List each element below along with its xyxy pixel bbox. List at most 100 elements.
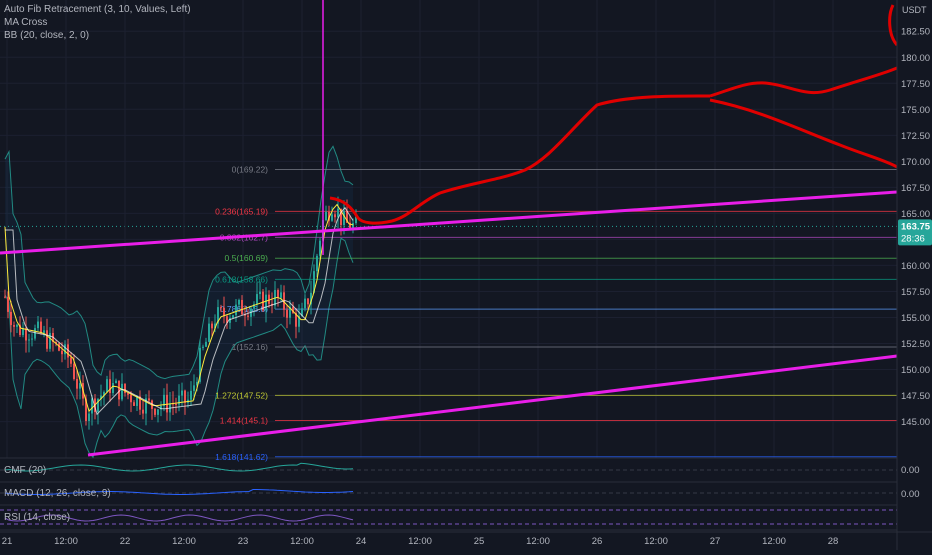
candle-body	[238, 299, 240, 305]
candle-body	[193, 385, 195, 391]
candle-body	[232, 315, 234, 318]
candle-body	[118, 380, 120, 400]
candle-body	[61, 350, 63, 355]
candle-body	[49, 332, 51, 349]
candle-body	[316, 255, 318, 272]
candle-body	[241, 299, 243, 315]
time-tick-label: 12:00	[526, 536, 550, 547]
candle-body	[157, 409, 159, 415]
legend-bb[interactable]: BB (20, close, 2, 0)	[4, 30, 90, 41]
price-tick-label: 160.00	[901, 261, 930, 272]
time-tick-label: 12:00	[172, 536, 196, 547]
candle-body	[43, 330, 45, 333]
candle-body	[214, 323, 216, 329]
candle-body	[211, 323, 213, 329]
candle-body	[178, 395, 180, 405]
candle-body	[103, 392, 105, 396]
ma-cross-lines	[4, 203, 354, 416]
price-tick-label: 157.50	[901, 287, 930, 298]
candle-body	[28, 339, 30, 341]
candle-body	[154, 408, 156, 415]
bb-fill	[5, 146, 353, 458]
time-axis: 21 12:00 22 12:00 23 12:00 24 12:00 25 12:00 26 12:…	[0, 531, 932, 547]
time-tick-label: 12:00	[54, 536, 78, 547]
candle-body	[91, 398, 93, 414]
candle-body	[235, 304, 237, 316]
price-tick-label: 180.00	[901, 53, 930, 64]
candle-body	[313, 271, 315, 293]
legend-rsi[interactable]: RSI (14, close)	[4, 512, 71, 523]
candle-body	[88, 413, 90, 422]
macd-line	[4, 489, 354, 495]
candle-body	[268, 294, 270, 304]
candle-body	[229, 317, 231, 323]
candle-body	[37, 321, 39, 329]
candle-body	[145, 398, 147, 414]
candle-body	[4, 296, 6, 298]
current-price-badge	[898, 219, 932, 246]
price-tick-label: 182.50	[901, 27, 930, 38]
legend-macd[interactable]: MACD (12, 26, close, 9)	[4, 488, 111, 499]
candle-body	[340, 208, 342, 226]
candle-body	[100, 395, 102, 399]
candle-body	[184, 390, 186, 403]
candle-body	[355, 216, 357, 224]
candle-body	[181, 390, 183, 396]
time-tick-label: 12:00	[408, 536, 432, 547]
price-tick-label: 152.50	[901, 339, 930, 350]
candle-body	[202, 346, 204, 348]
fib-retracement[interactable]: 0(169.22)0.236(165.19)0.382(162.7)0.5(16…	[215, 164, 897, 462]
candle-body	[64, 344, 66, 355]
candle-body	[31, 338, 33, 340]
candle-body	[40, 321, 42, 333]
candle-body	[22, 328, 24, 335]
candle-body	[343, 210, 345, 226]
candle-body	[286, 309, 288, 318]
fib-level-label: 1.272(147.52)	[215, 390, 268, 400]
legend-cmf[interactable]: CMF (20)	[4, 465, 47, 476]
candle-body	[19, 324, 21, 335]
candle-body	[190, 390, 192, 400]
fib-level-label: 1.414(145.1)	[220, 416, 268, 426]
candle-body	[199, 347, 201, 382]
candle-body	[253, 304, 255, 309]
price-tick-label: 147.50	[901, 391, 930, 402]
candle-body	[121, 383, 123, 400]
candle-body	[319, 240, 321, 256]
fib-level-label: 0(169.22)	[232, 164, 269, 174]
candle-body	[256, 294, 258, 305]
candle-body	[13, 325, 15, 327]
candle-body	[73, 363, 75, 380]
candle-body	[25, 328, 27, 341]
candle-countdown: 28:36	[901, 233, 925, 244]
candle-body	[226, 316, 228, 323]
candle-body	[148, 398, 150, 401]
legend-ma-cross[interactable]: MA Cross	[4, 17, 48, 28]
projection-curve-lower	[709, 98, 898, 169]
candle-body	[205, 341, 207, 347]
candle-body	[163, 394, 165, 406]
candle-body	[325, 211, 327, 221]
candle-body	[208, 323, 210, 342]
candle-body	[247, 315, 249, 317]
candle-body	[331, 214, 333, 221]
candle-body	[175, 403, 177, 405]
candle-body	[259, 291, 261, 295]
candle-body	[112, 383, 114, 394]
current-price-value: 163.75	[901, 221, 931, 232]
fib-level-label: 0.236(165.19)	[215, 206, 268, 216]
candle-body	[109, 379, 111, 394]
fib-level-label: 0.5(160.69)	[225, 253, 269, 263]
candle-body	[301, 308, 303, 316]
candle-body	[295, 312, 297, 327]
candle-body	[70, 357, 72, 364]
time-tick-label: 23	[238, 536, 249, 547]
candle-body	[334, 214, 336, 218]
price-tick-label: 172.50	[901, 131, 930, 142]
drawings[interactable]	[0, 0, 899, 457]
candle-body	[277, 290, 279, 298]
upper-trendline	[0, 190, 898, 255]
legend-fib[interactable]: Auto Fib Retracement (3, 10, Values, Lef…	[4, 4, 191, 15]
